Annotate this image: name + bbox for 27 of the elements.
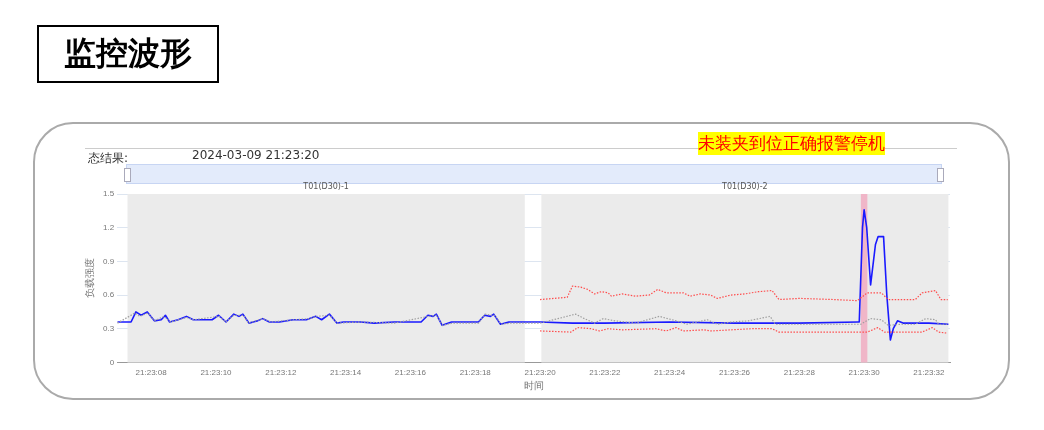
- y-tick-label: 0: [109, 357, 115, 367]
- x-tick-label: 21:23:16: [394, 368, 427, 378]
- y-tick-label: 0.9: [103, 256, 115, 266]
- x-tick-label: 21:23:30: [848, 368, 881, 378]
- x-axis-title: 时间: [523, 379, 544, 391]
- band-label: T01(D30)-2: [721, 182, 768, 192]
- x-tick-label: 21:23:26: [718, 368, 751, 378]
- x-tick-label: 21:23:24: [654, 368, 686, 378]
- y-tick-label: 1.2: [103, 222, 115, 232]
- y-tick-label: 0.6: [103, 290, 115, 300]
- chart-title: 监控波形: [37, 25, 219, 83]
- y-tick-label: 0.3: [103, 323, 115, 333]
- x-tick-label: 21:23:08: [135, 368, 168, 378]
- band-label: T01(D30)-1: [302, 182, 349, 192]
- x-tick-label: 21:23:32: [913, 368, 946, 378]
- x-tick-label: 21:23:22: [589, 368, 621, 378]
- text: 2024-03-09 21:23:20: [192, 148, 320, 162]
- y-tick-label: 1.5: [103, 189, 115, 199]
- x-tick-label: 21:23:20: [524, 368, 557, 378]
- x-tick-label: 21:23:12: [265, 368, 297, 378]
- text: 未装夹到位正确报警停机: [698, 132, 885, 155]
- y-axis-title: 负载强度: [83, 258, 95, 299]
- text: 态结果:: [88, 150, 129, 167]
- x-tick-label: 21:23:28: [783, 368, 816, 378]
- x-tick-label: 21:23:18: [459, 368, 492, 378]
- x-tick-label: 21:23:14: [330, 368, 362, 378]
- x-tick-label: 21:23:10: [200, 368, 233, 378]
